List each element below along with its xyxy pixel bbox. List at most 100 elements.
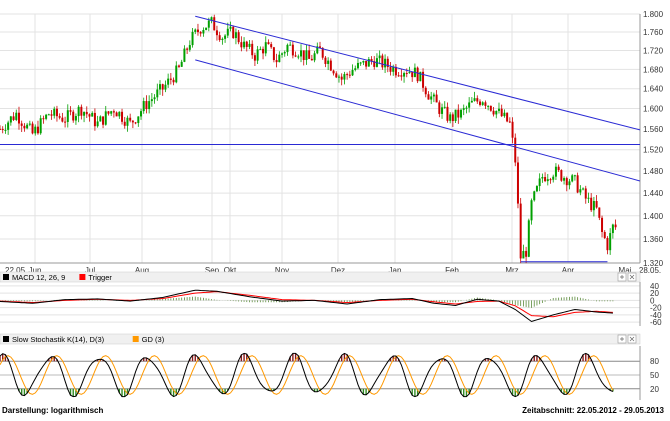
stochastic-panel: Slow Stochastik K(14), D(3) GD (3) 80 50 20 bbox=[0, 333, 659, 400]
candle-body bbox=[161, 84, 164, 90]
y-tick-label: 1.600 bbox=[643, 105, 664, 114]
x-tick-label: Sep bbox=[205, 266, 220, 275]
candle-body bbox=[356, 62, 359, 69]
candle-body bbox=[191, 31, 194, 46]
candle-body bbox=[606, 238, 609, 251]
candle-body bbox=[243, 41, 246, 48]
candle-body bbox=[479, 101, 481, 105]
candle-body bbox=[300, 50, 303, 57]
candle-body bbox=[93, 112, 96, 127]
candle-body bbox=[31, 123, 34, 134]
candle-body bbox=[88, 114, 91, 117]
candle-body bbox=[535, 186, 538, 192]
candle-body bbox=[310, 58, 313, 61]
candle-body bbox=[489, 105, 492, 111]
candle-body bbox=[438, 102, 441, 114]
candle-body bbox=[50, 114, 53, 116]
candle-body bbox=[367, 59, 370, 67]
candle-body bbox=[186, 48, 189, 50]
macd-y-tick-label: -60 bbox=[650, 318, 662, 327]
candle-body bbox=[487, 105, 490, 107]
candle-body bbox=[99, 116, 102, 122]
candle-body bbox=[123, 121, 126, 126]
candle-body bbox=[435, 94, 438, 103]
candle-body bbox=[430, 96, 433, 100]
close-icon-glyph bbox=[629, 274, 635, 280]
candle-body bbox=[145, 101, 148, 110]
y-tick-label: 1.720 bbox=[643, 46, 664, 55]
candle-body bbox=[378, 55, 381, 59]
candle-body bbox=[207, 20, 210, 28]
legend-swatch bbox=[3, 336, 9, 342]
candle-body bbox=[470, 100, 473, 103]
candle-body bbox=[329, 60, 332, 71]
candle-body bbox=[302, 50, 305, 61]
candle-body bbox=[229, 26, 232, 29]
candle-body bbox=[397, 75, 400, 77]
candle-body bbox=[392, 66, 395, 72]
panel-header-bar bbox=[0, 333, 641, 345]
candle-body bbox=[232, 26, 235, 39]
legend-entry: MACD 12, 26, 9 bbox=[12, 273, 65, 282]
x-tick-label: Jul bbox=[85, 266, 95, 275]
candle-body bbox=[72, 111, 75, 121]
candle-body bbox=[579, 189, 582, 193]
y-tick-label: 1.320 bbox=[643, 259, 664, 268]
candle-body bbox=[74, 116, 77, 121]
stochastic-header: Slow Stochastik K(14), D(3) GD (3) bbox=[0, 333, 641, 345]
candle-body bbox=[262, 48, 265, 54]
expand-icon-glyph bbox=[620, 275, 624, 279]
candle-body bbox=[85, 111, 88, 115]
candle-body bbox=[251, 43, 254, 56]
candle-body bbox=[237, 32, 240, 43]
candle-body bbox=[386, 58, 389, 68]
legend-entry: GD (3) bbox=[142, 335, 165, 344]
y-tick-label: 1.760 bbox=[643, 28, 664, 37]
x-tick-label: Okt bbox=[224, 266, 237, 275]
candle-body bbox=[373, 61, 376, 67]
main-chart-candles bbox=[0, 14, 617, 264]
candle-body bbox=[457, 109, 460, 118]
candle-body bbox=[26, 124, 29, 129]
candle-body bbox=[495, 110, 498, 115]
candle-body bbox=[45, 114, 48, 119]
candle-body bbox=[153, 97, 156, 100]
candle-body bbox=[256, 49, 259, 61]
candle-body bbox=[522, 250, 525, 259]
trendline bbox=[195, 15, 641, 131]
candle-body bbox=[571, 175, 574, 182]
candle-body bbox=[497, 108, 500, 111]
legend-swatch bbox=[132, 336, 139, 342]
candle-body bbox=[576, 175, 579, 193]
candle-body bbox=[264, 42, 267, 54]
trendline bbox=[195, 59, 641, 182]
stoch-y-tick-label: 20 bbox=[650, 385, 659, 394]
y-tick-label: 1.360 bbox=[643, 235, 664, 244]
x-tick-label: Mrz bbox=[505, 266, 518, 275]
candle-body bbox=[500, 108, 503, 117]
candle-body bbox=[394, 66, 397, 76]
candle-body bbox=[169, 78, 172, 80]
candle-body bbox=[218, 35, 221, 41]
candle-body bbox=[58, 116, 61, 118]
candle-body bbox=[215, 30, 218, 36]
candle-body bbox=[598, 207, 601, 218]
candle-body bbox=[202, 29, 205, 34]
candle-body bbox=[503, 112, 506, 117]
candle-body bbox=[64, 121, 67, 123]
candle-body bbox=[283, 52, 286, 54]
candle-body bbox=[584, 188, 587, 199]
candle-body bbox=[484, 102, 487, 106]
panel-header-bar bbox=[0, 271, 641, 283]
candle-body bbox=[267, 42, 270, 45]
legend-swatch bbox=[79, 274, 86, 280]
candle-body bbox=[110, 111, 113, 114]
x-tick-label: Dez bbox=[331, 266, 345, 275]
candle-body bbox=[411, 72, 414, 78]
candle-body bbox=[557, 166, 560, 171]
macd-y-tick-label: -40 bbox=[650, 311, 662, 320]
candle-body bbox=[508, 121, 511, 123]
candle-body bbox=[9, 116, 12, 123]
candle-body bbox=[582, 188, 585, 190]
